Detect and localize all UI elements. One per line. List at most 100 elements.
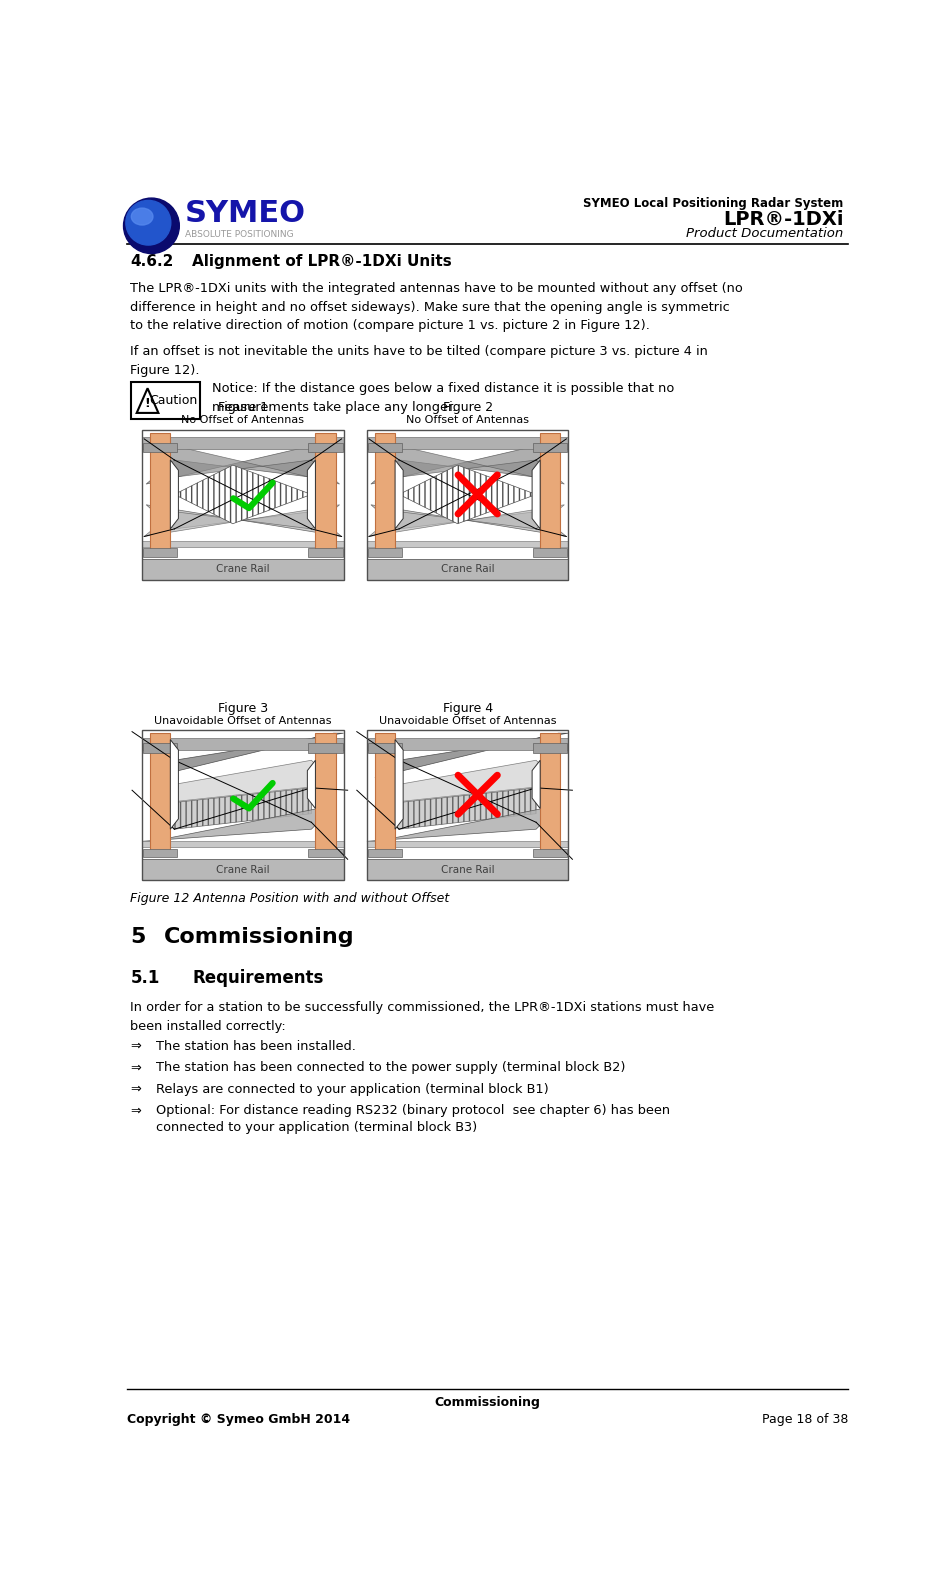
Polygon shape [375,789,536,830]
Text: Requirements: Requirements [192,969,324,986]
Text: SYMEO Local Positioning Radar System: SYMEO Local Positioning Radar System [583,198,844,210]
Bar [142,730,343,881]
Text: SYMEO: SYMEO [184,199,306,228]
Bar [367,730,569,881]
Text: Commissioning: Commissioning [435,1395,541,1410]
Bar [130,382,201,419]
Polygon shape [174,760,336,801]
Polygon shape [150,789,311,830]
Bar [144,443,178,452]
Bar [142,738,343,750]
Text: ⇒: ⇒ [130,1061,142,1074]
Polygon shape [395,739,403,830]
Text: LPR®-1DXi: LPR®-1DXi [723,210,844,229]
Bar [308,443,342,452]
Text: Caution: Caution [149,393,197,408]
Polygon shape [369,438,564,484]
Text: Figure 1: Figure 1 [218,401,268,414]
Bar [150,733,170,857]
Bar [534,548,568,558]
Bar [316,733,336,857]
Ellipse shape [126,201,171,245]
Text: Unavoidable Offset of Antennas: Unavoidable Offset of Antennas [378,715,556,725]
Bar [367,738,569,750]
Bar [316,433,336,556]
Text: Crane Rail: Crane Rail [216,564,270,575]
Text: 5: 5 [130,927,146,946]
Polygon shape [137,389,159,413]
Bar [144,849,178,857]
Text: Figure 4: Figure 4 [442,703,493,715]
Text: !: ! [145,397,150,409]
Polygon shape [369,505,564,537]
Bar [368,849,402,857]
Bar [367,438,569,449]
Polygon shape [146,438,341,484]
Text: Alignment of LPR®-1DXi Units: Alignment of LPR®-1DXi Units [192,255,453,269]
Bar [142,841,343,847]
Text: Figure 2: Figure 2 [442,401,493,414]
Polygon shape [145,505,340,537]
Bar [308,742,342,752]
Bar [142,430,343,580]
Bar [144,548,178,558]
Polygon shape [174,465,311,524]
Bar [142,859,343,881]
Polygon shape [533,460,540,529]
Text: Relays are connected to your application (terminal block B1): Relays are connected to your application… [156,1083,549,1096]
Bar [367,430,569,580]
Text: The station has been installed.: The station has been installed. [156,1040,356,1053]
Ellipse shape [124,198,180,253]
Bar [534,742,568,752]
Text: The station has been connected to the power supply (terminal block B2): The station has been connected to the po… [156,1061,626,1074]
Polygon shape [395,460,403,529]
Bar [367,841,569,847]
Bar [367,542,569,546]
Text: Crane Rail: Crane Rail [441,564,495,575]
Text: No Offset of Antennas: No Offset of Antennas [182,416,304,425]
Bar [367,730,569,881]
Bar [375,733,395,857]
Polygon shape [307,460,316,529]
Text: Unavoidable Offset of Antennas: Unavoidable Offset of Antennas [154,715,332,725]
Bar [534,443,568,452]
Polygon shape [145,438,340,484]
Polygon shape [533,760,540,809]
Text: ABSOLUTE POSITIONING: ABSOLUTE POSITIONING [184,229,293,239]
Text: Crane Rail: Crane Rail [216,865,270,875]
Bar [534,849,568,857]
Text: Commissioning: Commissioning [164,927,355,946]
Bar [150,433,170,556]
Polygon shape [307,760,316,809]
Polygon shape [170,460,179,529]
Text: ⇒: ⇒ [130,1040,142,1053]
Bar [367,430,569,580]
Text: The LPR®-1DXi units with the integrated antennas have to be mounted without any : The LPR®-1DXi units with the integrated … [130,282,744,331]
Text: Copyright © Symeo GmbH 2014: Copyright © Symeo GmbH 2014 [126,1413,350,1426]
Text: Figure 3: Figure 3 [218,703,268,715]
Bar [540,733,560,857]
Bar [367,859,569,881]
Text: Optional: For distance reading RS232 (binary protocol  see chapter 6) has been: Optional: For distance reading RS232 (bi… [156,1104,670,1117]
Text: Crane Rail: Crane Rail [441,865,495,875]
Bar [308,849,342,857]
Bar [375,433,395,556]
Text: No Offset of Antennas: No Offset of Antennas [406,416,529,425]
Bar [144,742,178,752]
Bar [308,548,342,558]
Text: If an offset is not inevitable the units have to be tilted (compare picture 3 vs: If an offset is not inevitable the units… [130,346,708,376]
Text: Page 18 of 38: Page 18 of 38 [762,1413,848,1426]
Bar [142,430,343,580]
Text: Figure 12 Antenna Position with and without Offset: Figure 12 Antenna Position with and with… [130,892,450,905]
Bar [368,548,402,558]
Text: Product Documentation: Product Documentation [687,226,844,239]
Polygon shape [367,804,560,841]
Polygon shape [371,505,567,537]
Polygon shape [142,804,336,841]
Text: Notice: If the distance goes below a fixed distance it is possible that no
measu: Notice: If the distance goes below a fix… [212,382,674,414]
Text: In order for a station to be successfully commissioned, the LPR®-1DXi stations m: In order for a station to be successfull… [130,1000,715,1032]
Text: ⇒: ⇒ [130,1083,142,1096]
Polygon shape [399,465,536,524]
Bar [142,438,343,449]
Text: ⇒: ⇒ [130,1104,142,1117]
